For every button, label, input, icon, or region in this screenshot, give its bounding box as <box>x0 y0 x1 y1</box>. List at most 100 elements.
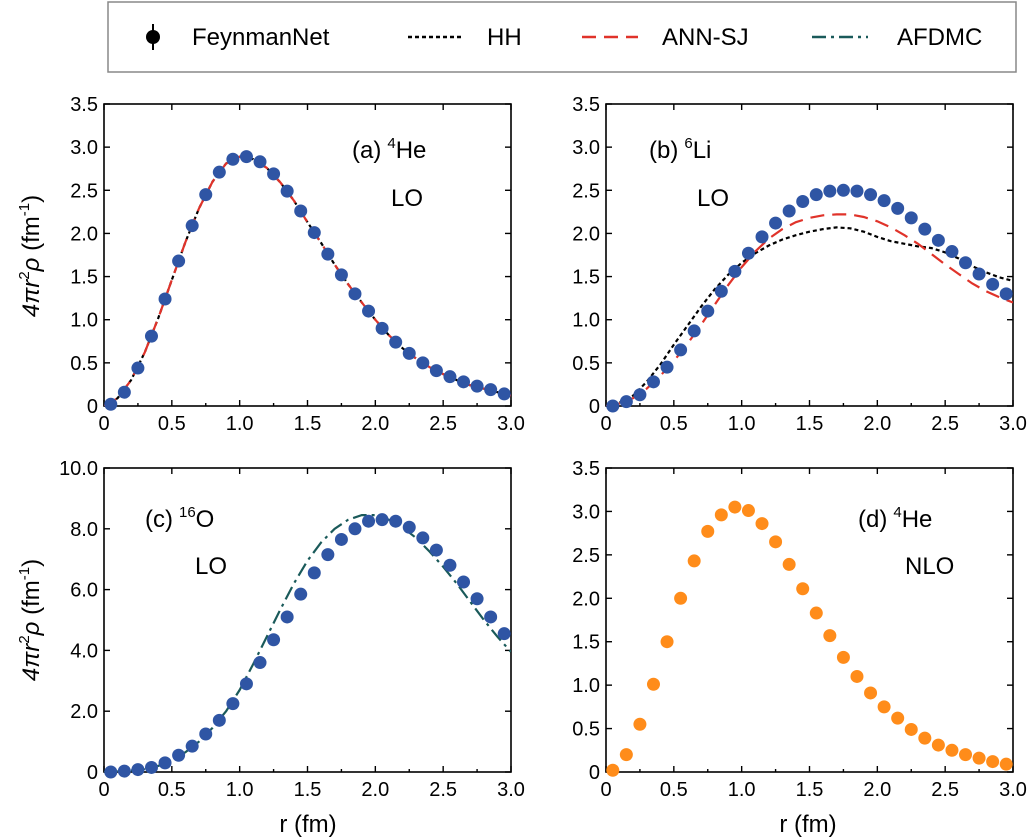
data-point <box>945 245 959 259</box>
data-point <box>144 760 158 774</box>
legend-label-feynmannet: FeynmanNet <box>192 24 330 51</box>
y-tick-label: 2.5 <box>572 545 600 567</box>
y-tick-label: 3.5 <box>572 458 600 480</box>
y-tick-label: 3.0 <box>572 501 600 523</box>
data-point <box>769 535 783 549</box>
x-tick-label: 1.5 <box>796 413 824 435</box>
data-point <box>429 543 443 557</box>
data-point <box>687 324 701 338</box>
data-point <box>280 610 294 624</box>
data-point <box>986 277 1000 291</box>
axes-frame <box>103 103 512 407</box>
x-tick-label: 1.5 <box>294 779 322 801</box>
data-point <box>972 751 986 765</box>
data-point <box>877 700 891 714</box>
x-tick-label: 1.5 <box>294 413 322 435</box>
xlabel-c: r (fm) <box>279 811 336 838</box>
data-point <box>416 531 430 545</box>
data-point <box>457 575 471 589</box>
data-point <box>457 375 471 389</box>
data-point <box>836 650 850 664</box>
panel-c: 0 0.5 1.0 1.5 2.0 2.5 3.0 0 2.0 4.0 6.0 8.0 10.0 (c)… <box>16 458 525 838</box>
x-tick-label: 0.5 <box>660 779 688 801</box>
y-tick-label: 0.5 <box>572 719 600 741</box>
legend-item-afdmc: AFDMC <box>812 24 982 51</box>
x-tick-label: 2.5 <box>429 413 457 435</box>
data-point <box>633 717 647 731</box>
legend-item-feynmannet: FeynmanNet <box>146 24 330 51</box>
data-point <box>701 304 715 318</box>
data-point <box>253 656 267 670</box>
data-point <box>660 635 674 649</box>
data-point <box>212 165 226 179</box>
y-tick-label: 4.0 <box>70 640 98 662</box>
plot-area-c: 0 0.5 1.0 1.5 2.0 2.5 3.0 0 2.0 4.0 6.0 8.0 10.0 <box>59 458 525 801</box>
data-point <box>918 222 932 236</box>
plot-area-b: 0 0.5 1.0 1.5 2.0 2.5 3.0 0 0.5 1.0 1.5 2.0 2.5 3.0 3.… <box>572 94 1027 435</box>
y-tick-label: 1.5 <box>70 267 98 289</box>
data-point <box>674 591 688 605</box>
y-tick-label: 0.5 <box>70 353 98 375</box>
data-point <box>294 587 308 601</box>
series-line-hh <box>606 226 1013 406</box>
y-tick-label: 0 <box>589 762 600 784</box>
data-point <box>877 194 891 208</box>
legend-label-ann-sj: ANN-SJ <box>662 24 749 51</box>
data-point <box>755 230 769 244</box>
x-tick-label: 0 <box>600 413 611 435</box>
x-tick-label: 0 <box>98 779 109 801</box>
y-tick-label: 2.0 <box>70 701 98 723</box>
x-tick-label: 1.5 <box>796 779 824 801</box>
series-line-ann-sj <box>104 155 511 406</box>
panel-label-d: (d) 4He <box>858 504 932 533</box>
data-point <box>402 520 416 534</box>
data-point <box>646 375 660 389</box>
data-point <box>646 677 660 691</box>
data-point <box>172 254 186 268</box>
data-point <box>782 204 796 218</box>
panel-a: 0 0.5 1.0 1.5 2.0 2.5 3.0 0 0.5 1.0 1.5 2.0 2.5 3.0 3.… <box>16 94 525 435</box>
y-tick-label: 3.5 <box>572 94 600 116</box>
y-tick-label: 2.5 <box>572 180 600 202</box>
data-point <box>131 763 145 777</box>
data-point <box>239 677 253 691</box>
data-point <box>470 379 484 393</box>
data-point <box>931 233 945 247</box>
data-point <box>199 727 213 741</box>
data-point <box>321 247 335 261</box>
data-point <box>864 188 878 202</box>
data-point <box>674 343 688 357</box>
legend-item-ann-sj: ANN-SJ <box>582 24 749 51</box>
series-line-hh <box>104 155 511 406</box>
data-point <box>741 504 755 518</box>
x-tick-label: 3.0 <box>497 413 525 435</box>
data-point <box>362 514 376 528</box>
x-tick-label: 1.0 <box>226 779 254 801</box>
data-point <box>714 508 728 522</box>
y-tick-label: 1.5 <box>572 267 600 289</box>
series-line-ann-sj <box>606 213 1013 406</box>
data-point <box>267 167 281 181</box>
x-tick-label: 0.5 <box>158 413 186 435</box>
data-point <box>823 184 837 198</box>
data-point <box>687 554 701 568</box>
data-point <box>185 739 199 753</box>
x-tick-label: 3.0 <box>999 779 1027 801</box>
data-point <box>864 686 878 700</box>
y-tick-label: 2.0 <box>70 223 98 245</box>
panel-label-a: (a) 4He <box>352 135 426 164</box>
y-tick-label: 1.5 <box>572 632 600 654</box>
x-tick-label: 3.0 <box>999 413 1027 435</box>
data-point <box>796 582 810 596</box>
data-point <box>850 184 864 198</box>
data-point <box>714 284 728 298</box>
x-tick-label: 1.0 <box>226 413 254 435</box>
data-point <box>728 500 742 514</box>
data-point <box>904 722 918 736</box>
panel-b: 0 0.5 1.0 1.5 2.0 2.5 3.0 0 0.5 1.0 1.5 2.0 2.5 3.0 3.… <box>572 94 1027 435</box>
data-point <box>375 321 389 335</box>
y-tick-label: 1.0 <box>70 310 98 332</box>
x-tick-label: 3.0 <box>497 779 525 801</box>
data-point <box>470 592 484 606</box>
